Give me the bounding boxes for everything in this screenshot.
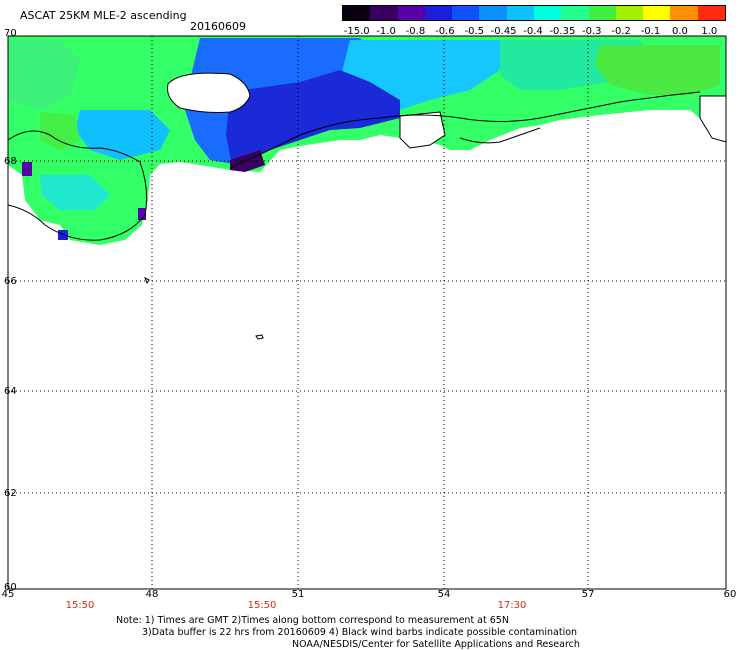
colorbar-segment bbox=[697, 6, 725, 20]
colorbar-tick-label: -0.8 bbox=[405, 26, 426, 37]
colorbar-segment bbox=[506, 6, 534, 20]
colorbar-segment bbox=[533, 6, 562, 20]
lat-label-60: 60 bbox=[4, 582, 17, 593]
note-line-2: 3)Data buffer is 22 hrs from 20160609 4)… bbox=[142, 627, 578, 638]
colorbar-segment bbox=[561, 6, 589, 20]
colorbar-segment bbox=[615, 6, 644, 20]
map-date: 20160609 bbox=[190, 20, 246, 33]
land-mask bbox=[167, 72, 727, 149]
colorbar-tick-label: 0.0 bbox=[671, 26, 688, 37]
note-line-1: Note: 1) Times are GMT 2)Times along bot… bbox=[116, 615, 509, 626]
colorbar-segment bbox=[370, 6, 398, 20]
lat-label-66: 66 bbox=[4, 276, 17, 287]
colorbar-tick-label: -15.0 bbox=[343, 26, 370, 37]
lon-label-54: 54 bbox=[437, 589, 451, 600]
colorbar-tick-label: -0.4 bbox=[523, 26, 543, 37]
pass-time: 15:50 bbox=[247, 600, 277, 611]
colorbar-segment bbox=[588, 6, 616, 20]
data-swath bbox=[8, 36, 726, 245]
lat-label-62: 62 bbox=[4, 488, 17, 499]
colorbar-tick-label: -0.35 bbox=[549, 26, 576, 37]
pass-time: 17:30 bbox=[497, 600, 527, 611]
colorbar bbox=[342, 5, 726, 21]
map-frame bbox=[7, 35, 727, 590]
lat-label-64: 64 bbox=[4, 386, 17, 397]
colorbar-tick-label: -0.5 bbox=[464, 26, 484, 37]
colorbar-segment bbox=[424, 6, 453, 20]
colorbar-tick-label: -0.45 bbox=[490, 26, 517, 37]
lat-label-68: 68 bbox=[4, 156, 17, 167]
colorbar-segment bbox=[452, 6, 480, 20]
coastline bbox=[7, 91, 701, 340]
lon-label-45: 45 bbox=[1, 589, 15, 600]
note-line-3: NOAA/NESDIS/Center for Satellite Applica… bbox=[292, 639, 580, 650]
map-title: ASCAT 25KM MLE-2 ascending bbox=[20, 9, 187, 22]
colorbar-segment bbox=[670, 6, 698, 20]
colorbar-tick-label: -0.2 bbox=[611, 26, 631, 37]
lon-label-48: 48 bbox=[145, 589, 159, 600]
colorbar-segment bbox=[343, 6, 371, 20]
colorbar-tick-label: 1.0 bbox=[701, 26, 718, 37]
lon-label-60: 60 bbox=[723, 589, 737, 600]
colorbar-tick-label: -1.0 bbox=[376, 26, 396, 37]
colorbar-segment bbox=[643, 6, 671, 20]
colorbar-segment bbox=[397, 6, 425, 20]
colorbar-tick-label: -0.1 bbox=[640, 26, 661, 37]
colorbar-tick-label: -0.3 bbox=[582, 26, 602, 37]
colorbar-tick-label: -0.6 bbox=[435, 26, 455, 37]
lat-label-70: 70 bbox=[4, 28, 17, 39]
pass-time: 15:50 bbox=[65, 600, 95, 611]
lon-label-51: 51 bbox=[291, 589, 305, 600]
grid bbox=[8, 36, 726, 589]
colorbar-segment bbox=[479, 6, 507, 20]
lon-label-57: 57 bbox=[581, 589, 595, 600]
